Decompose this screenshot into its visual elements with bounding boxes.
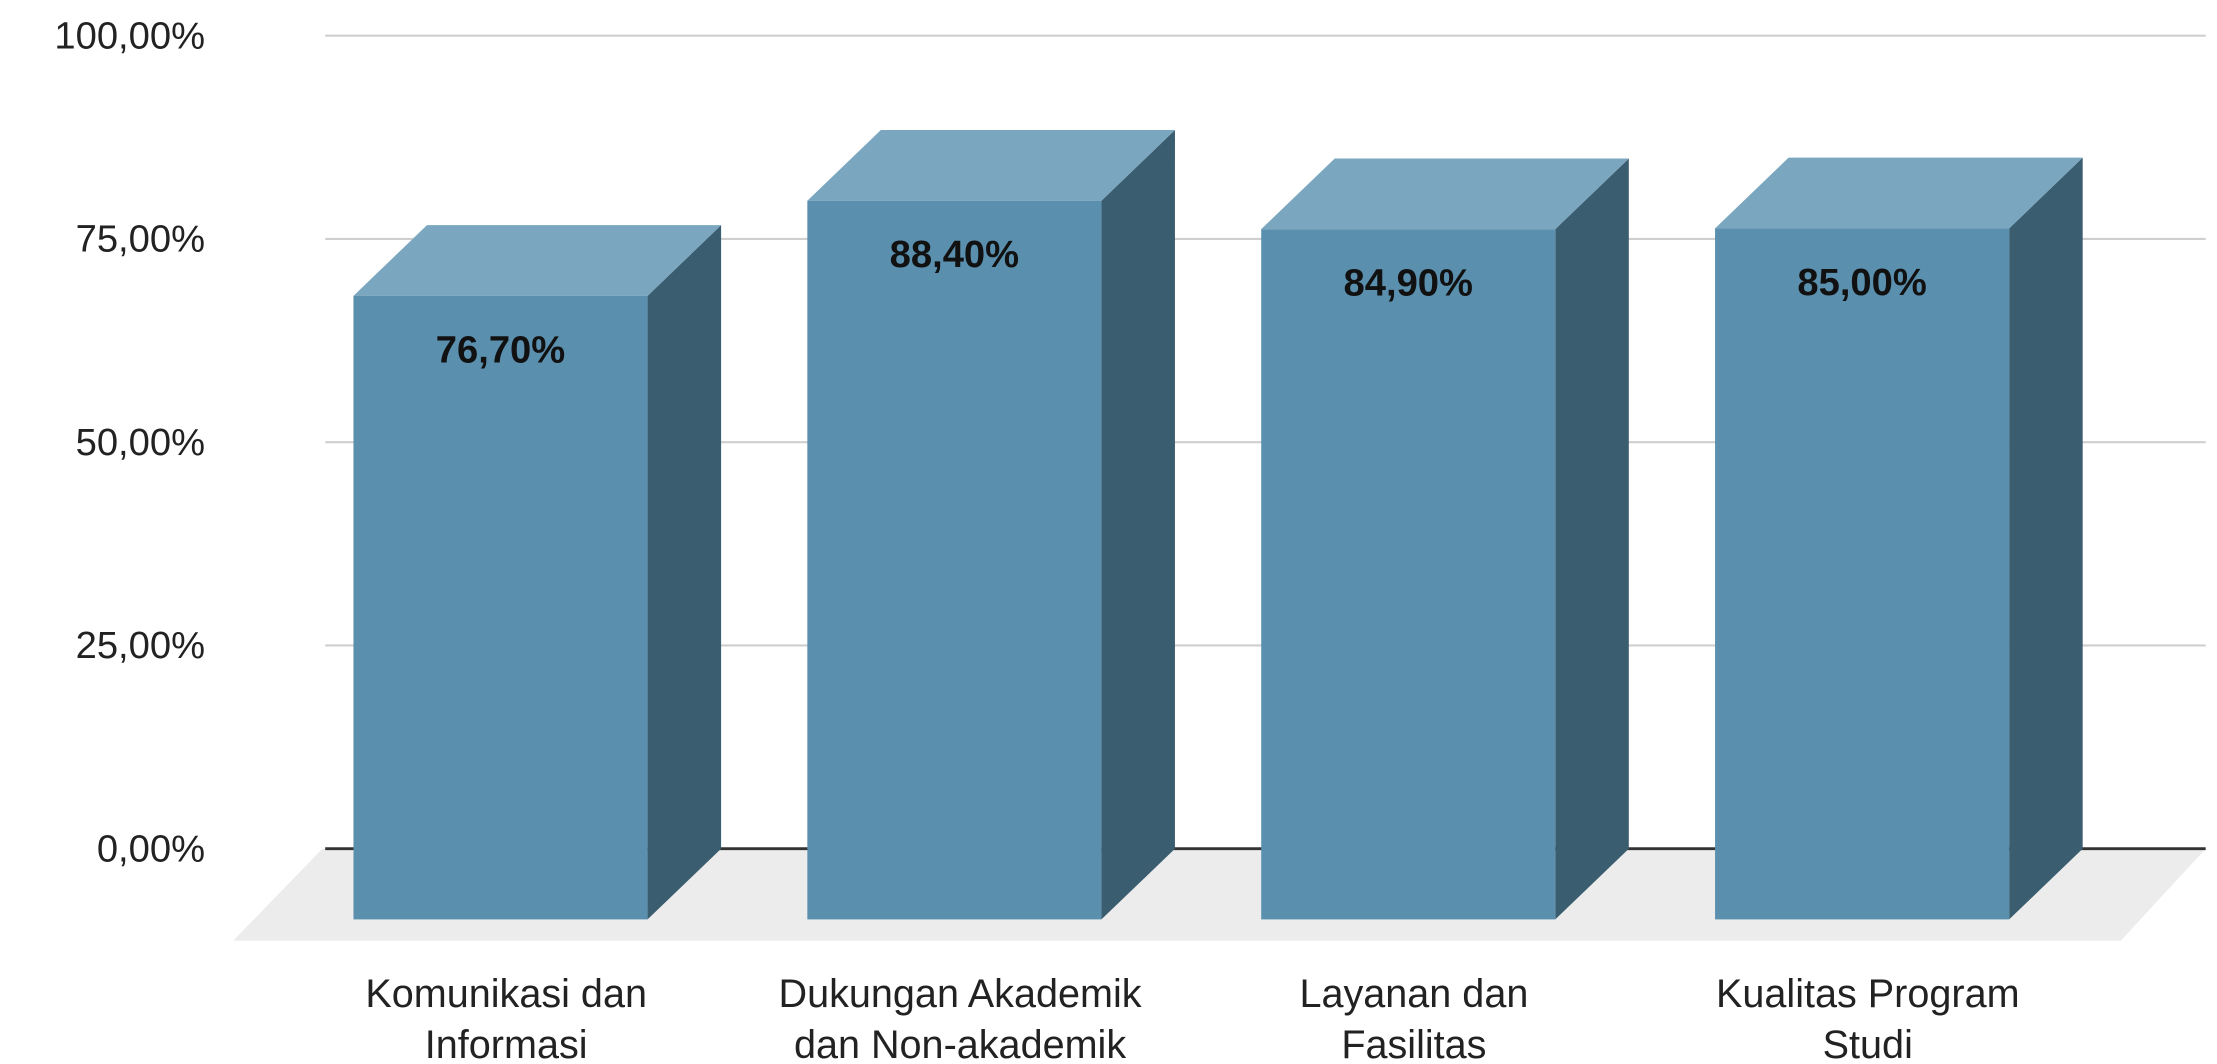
value-label: 76,70% bbox=[436, 328, 565, 371]
y-tick-label: 50,00% bbox=[76, 421, 205, 464]
bar bbox=[807, 130, 1175, 920]
bar-top bbox=[807, 130, 1175, 201]
bar-front bbox=[353, 295, 648, 920]
bar-side bbox=[647, 225, 722, 920]
bar-side bbox=[1101, 130, 1175, 920]
bar bbox=[1261, 158, 1629, 920]
bar-top bbox=[1261, 158, 1629, 230]
x-tick-label: Dukungan Akademik dan Non-akademik bbox=[779, 972, 1142, 1064]
bar-top bbox=[1715, 157, 2083, 229]
bar bbox=[1715, 157, 2083, 920]
value-label: 88,40% bbox=[890, 233, 1019, 276]
floor bbox=[233, 848, 2206, 941]
bar bbox=[353, 225, 722, 920]
bar-front bbox=[1261, 229, 1556, 920]
value-label: 85,00% bbox=[1797, 261, 1926, 304]
bar-front bbox=[1715, 228, 2010, 920]
bar-front bbox=[807, 200, 1102, 920]
y-tick-label: 25,00% bbox=[76, 624, 205, 667]
x-tick-label: Komunikasi dan Informasi bbox=[365, 972, 647, 1064]
y-tick-label: 0,00% bbox=[97, 827, 205, 870]
x-tick-label: Layanan dan Fasilitas bbox=[1299, 972, 1528, 1064]
x-tick-label: Kualitas Program Studi bbox=[1716, 972, 2020, 1064]
bar-side bbox=[1555, 158, 1629, 920]
y-tick-label: 75,00% bbox=[76, 218, 205, 261]
value-label: 84,90% bbox=[1344, 262, 1473, 305]
y-tick-label: 100,00% bbox=[54, 14, 205, 57]
bar-side bbox=[2009, 157, 2083, 920]
bar-top bbox=[353, 225, 722, 296]
